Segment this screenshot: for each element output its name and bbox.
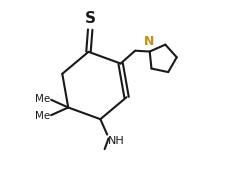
Text: N: N xyxy=(144,35,154,48)
Text: NH: NH xyxy=(108,136,125,146)
Text: Me: Me xyxy=(35,94,50,104)
Text: S: S xyxy=(85,11,96,26)
Text: Me: Me xyxy=(35,111,50,121)
